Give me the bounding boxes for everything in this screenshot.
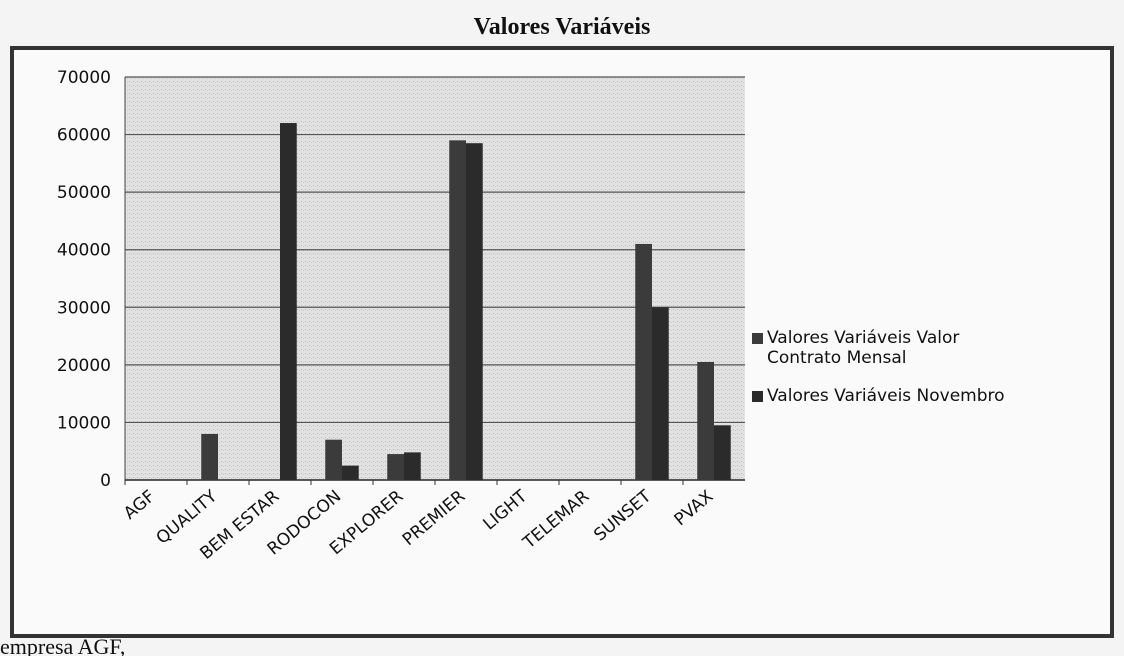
bar	[635, 243, 652, 480]
y-tick-label: 0	[100, 471, 111, 491]
y-tick-label: 50000	[57, 183, 111, 203]
footer-text: empresa AGF,	[0, 634, 125, 656]
y-tick-label: 40000	[57, 241, 111, 261]
legend-label: Valores Variáveis Novembro	[767, 386, 1005, 406]
bar	[201, 433, 218, 480]
bar	[714, 425, 731, 480]
y-tick-label: 20000	[57, 356, 111, 376]
bar	[325, 439, 342, 480]
y-tick-label: 70000	[57, 68, 111, 88]
legend: Valores Variáveis Valor Contrato Mensal V…	[752, 328, 1102, 424]
chart-title: Valores Variáveis	[474, 14, 651, 40]
bar	[387, 454, 404, 480]
bar	[697, 361, 714, 480]
legend-item: Valores Variáveis Novembro	[752, 386, 1102, 406]
y-tick-label: 10000	[57, 413, 111, 433]
bar	[652, 307, 669, 480]
legend-item: Valores Variáveis Valor Contrato Mensal	[752, 328, 1102, 368]
bar	[404, 452, 421, 480]
y-tick-label: 30000	[57, 298, 111, 318]
y-tick-label: 60000	[57, 126, 111, 146]
legend-label: Valores Variáveis Valor Contrato Mensal	[767, 328, 960, 368]
bar	[342, 465, 359, 480]
bar	[466, 143, 483, 480]
bar	[280, 123, 297, 481]
bar	[449, 140, 466, 481]
legend-swatch	[752, 391, 763, 402]
legend-swatch	[752, 333, 763, 344]
